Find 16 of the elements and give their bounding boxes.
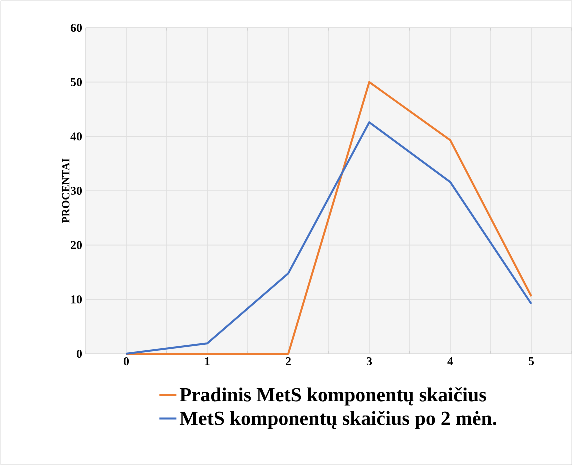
y-tick-label: 30 xyxy=(70,186,82,196)
y-tick-label: 50 xyxy=(71,78,82,86)
x-tick-label: 2 xyxy=(286,358,291,366)
y-tick-label: 10 xyxy=(71,296,82,304)
y-tick-label: 40 xyxy=(70,132,82,141)
x-tick-label: 5 xyxy=(529,358,534,366)
y-tick-label: 20 xyxy=(71,241,82,250)
y-axis-title: PROCENTAI xyxy=(62,158,70,224)
legend-label: MetS komponentų skaičius po 2 mėn. xyxy=(180,411,496,430)
x-tick-label: 3 xyxy=(366,358,372,366)
x-tick-label: 1 xyxy=(205,358,210,366)
y-tick-label: 0 xyxy=(76,350,82,358)
x-tick-label: 0 xyxy=(124,358,130,366)
y-tick-label: 60 xyxy=(70,24,82,32)
legend-label: Pradinis MetS komponentų skaičius xyxy=(180,388,486,406)
x-tick-label: 4 xyxy=(448,358,454,366)
